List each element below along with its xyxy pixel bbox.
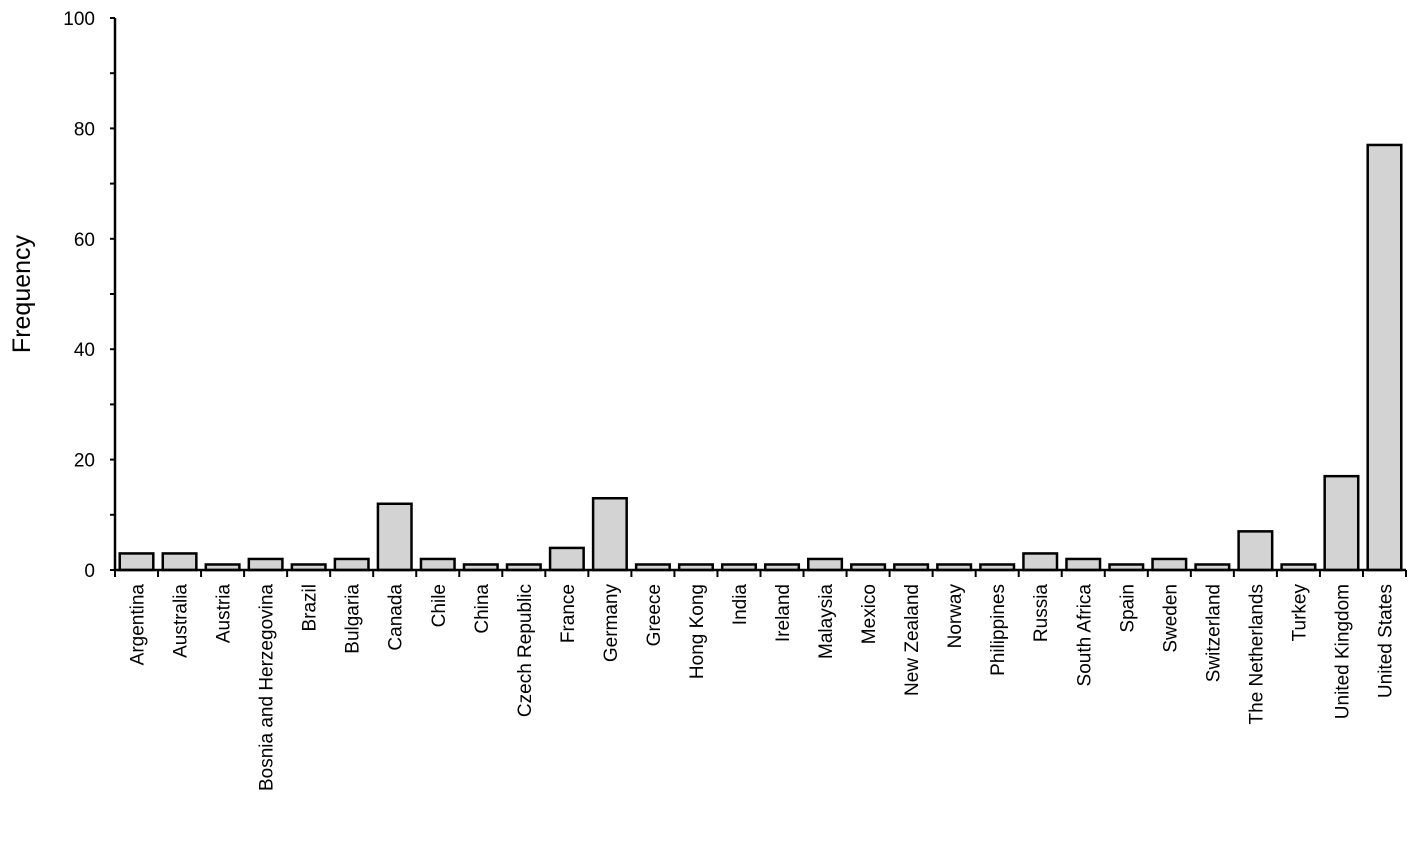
bar-chile (419, 557, 456, 572)
y-tick-label: 20 (74, 451, 95, 472)
bar-bosnia-and-herzegovina (247, 557, 284, 572)
x-tick-label-turkey: Turkey (1289, 584, 1310, 642)
x-tick-label-chile: Chile (429, 584, 450, 627)
bar-malaysia (807, 557, 844, 572)
y-tick-label: 0 (84, 561, 95, 582)
bar-canada (376, 502, 413, 572)
x-tick-label-austria: Austria (214, 584, 235, 644)
x-tick-label-argentina: Argentina (128, 584, 149, 666)
bar-south-africa (1065, 557, 1102, 572)
x-tick-label-spain: Spain (1117, 584, 1138, 633)
bar-france (548, 546, 585, 572)
bar-australia (161, 552, 198, 572)
bar-the-netherlands (1237, 530, 1274, 572)
x-tick-label-norway: Norway (945, 584, 966, 649)
bar-argentina (118, 552, 155, 572)
x-tick-label-sweden: Sweden (1160, 584, 1181, 653)
x-tick-label-france: France (558, 584, 579, 643)
x-tick-label-czech-republic: Czech Republic (515, 584, 536, 717)
bar-sweden (1151, 557, 1188, 572)
x-tick-label-greece: Greece (644, 584, 665, 646)
bar-bulgaria (333, 557, 370, 572)
x-tick-label-bulgaria: Bulgaria (343, 584, 364, 654)
x-tick-label-mexico: Mexico (859, 584, 880, 644)
bar-united-states (1366, 143, 1403, 572)
labels-layer: 0 20 40 60 80 100 Argentina Australia Austria Bos… (63, 9, 1396, 791)
x-tick-label-malaysia: Malaysia (816, 584, 837, 659)
x-tick-label-switzerland: Switzerland (1203, 584, 1224, 682)
x-tick-label-new-zealand: New Zealand (902, 584, 923, 696)
x-tick-label-united-states: United States (1375, 584, 1396, 698)
bars-layer (118, 143, 1403, 572)
x-tick-label-the-netherlands: The Netherlands (1246, 584, 1267, 724)
x-tick-label-philippines: Philippines (988, 584, 1009, 676)
y-tick-label: 60 (74, 230, 95, 251)
y-tick-label: 40 (74, 340, 95, 361)
x-tick-label-china: China (472, 584, 493, 634)
x-tick-label-bosnia-and-herzegovina: Bosnia and Herzegovina (257, 584, 278, 791)
x-tick-label-canada: Canada (386, 584, 407, 651)
x-tick-label-russia: Russia (1031, 584, 1052, 643)
y-tick-label: 100 (63, 9, 95, 30)
x-tick-label-brazil: Brazil (300, 584, 321, 632)
x-tick-label-south-africa: South Africa (1074, 584, 1095, 687)
x-tick-label-ireland: Ireland (773, 584, 794, 642)
bar-united-kingdom (1323, 474, 1360, 572)
x-tick-label-united-kingdom: United Kingdom (1332, 584, 1353, 719)
y-axis-title: Frequency (8, 234, 36, 353)
bar-germany (591, 496, 628, 572)
y-tick-label: 80 (74, 119, 95, 140)
bar-russia (1022, 552, 1059, 572)
x-tick-label-germany: Germany (601, 584, 622, 663)
axes-layer (110, 17, 1407, 577)
x-tick-label-hong-kong: Hong Kong (687, 584, 708, 679)
x-tick-label-india: India (730, 584, 751, 626)
x-tick-label-australia: Australia (171, 584, 192, 658)
